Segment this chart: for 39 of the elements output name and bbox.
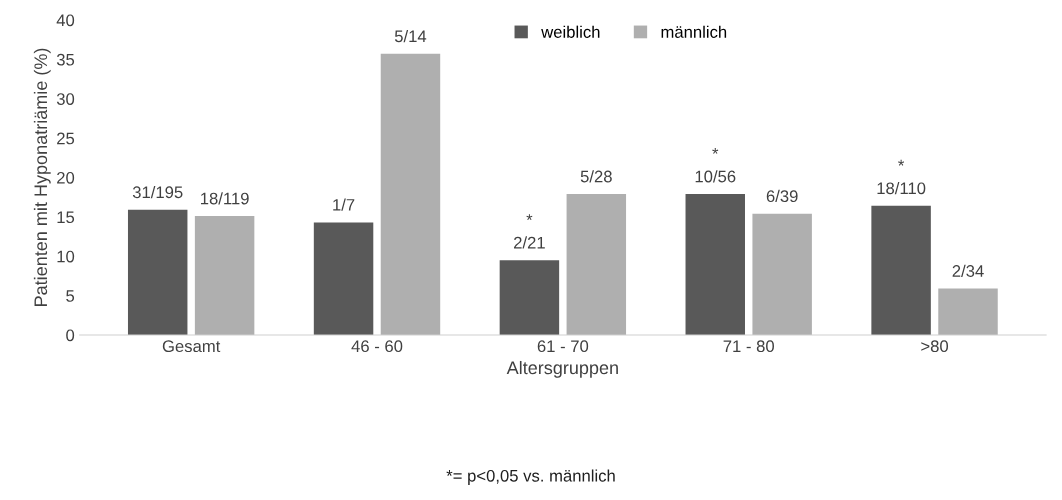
data-label: * 18/110 xyxy=(877,159,926,195)
text: *= p<0,05 vs. männlich xyxy=(446,469,615,485)
bar xyxy=(499,260,560,335)
data-label: * 2/21 xyxy=(514,214,545,249)
y-axis-title: Patienten mit Hyponatriämie (%) xyxy=(33,48,51,306)
y-tick-label: 20 xyxy=(57,171,75,184)
bar xyxy=(752,213,812,335)
x-tick-label: 46 - 60 xyxy=(351,340,403,353)
x-tick-label: 61 - 70 xyxy=(537,340,589,353)
data-label: 6/39 xyxy=(766,189,798,203)
y-tick-label: 35 xyxy=(56,53,75,66)
x-axis-title: Altersgruppen xyxy=(506,360,618,378)
y-tick-label: 15 xyxy=(57,211,75,224)
y-tick-label: 0 xyxy=(66,329,75,342)
data-label: 18/119 xyxy=(201,192,249,205)
bar xyxy=(194,216,255,335)
data-label: 5/14 xyxy=(394,29,427,43)
data-label: 31/195 xyxy=(132,185,183,199)
legend-label: männlich xyxy=(661,25,727,38)
y-tick-label: 5 xyxy=(66,290,75,302)
bar xyxy=(871,205,931,335)
bar xyxy=(938,288,998,335)
y-tick-label: 10 xyxy=(57,250,75,263)
bar xyxy=(380,53,441,335)
legend-label: weiblich xyxy=(541,25,600,38)
bar xyxy=(127,209,188,335)
data-label: * 10/56 xyxy=(695,148,736,183)
x-tick-label: 71 - 80 xyxy=(723,340,774,353)
bar xyxy=(685,194,745,335)
y-tick-label: 40 xyxy=(56,14,75,27)
data-label: 5/28 xyxy=(580,170,612,183)
bar xyxy=(566,194,627,335)
y-tick-label: 25 xyxy=(57,132,75,145)
data-label: 1/7 xyxy=(333,198,355,211)
y-tick-label: 30 xyxy=(56,93,75,105)
x-tick-label: Gesamt xyxy=(162,340,221,353)
x-tick-label: >80 xyxy=(921,340,949,353)
data-label: 2/34 xyxy=(952,264,984,277)
bar xyxy=(313,222,374,335)
